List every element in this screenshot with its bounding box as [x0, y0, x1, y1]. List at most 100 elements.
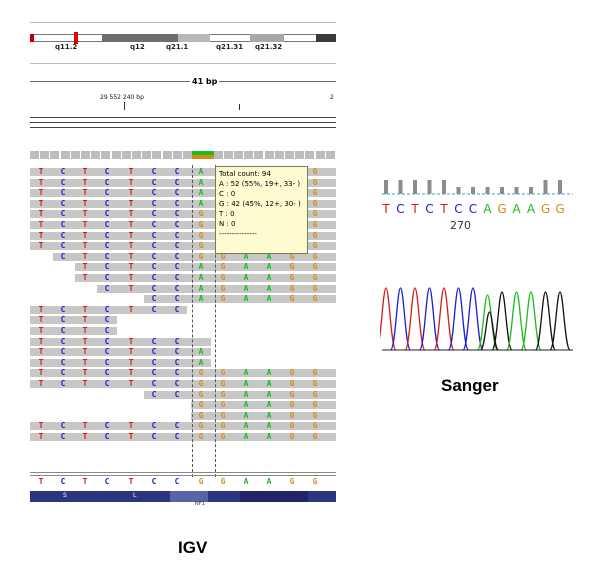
- read[interactable]: [30, 433, 336, 441]
- read-base: C: [60, 357, 66, 367]
- read[interactable]: [30, 305, 187, 314]
- chromatogram-peak: [375, 287, 397, 351]
- read[interactable]: [30, 358, 211, 367]
- read[interactable]: [144, 295, 336, 304]
- read[interactable]: [30, 348, 211, 357]
- reference-base: G: [198, 477, 204, 486]
- read-base: T: [128, 379, 134, 388]
- read[interactable]: [30, 369, 336, 378]
- read[interactable]: [30, 221, 336, 229]
- read-base: A: [243, 294, 249, 304]
- read[interactable]: [30, 337, 211, 346]
- read-base: G: [220, 294, 226, 304]
- quality-bar: [558, 180, 562, 194]
- read-base: C: [104, 198, 110, 208]
- divider: [30, 127, 336, 128]
- read-base: C: [174, 273, 180, 282]
- read-base: G: [312, 432, 318, 441]
- sanger-base: C: [425, 202, 433, 216]
- read-base: T: [82, 209, 88, 219]
- read[interactable]: [30, 422, 336, 431]
- read-base: T: [128, 262, 134, 272]
- ruler-tick: [239, 104, 240, 110]
- read-base: C: [60, 421, 66, 431]
- read[interactable]: [30, 199, 336, 208]
- read[interactable]: [75, 274, 336, 282]
- read-base: C: [151, 283, 157, 293]
- read-base: G: [289, 400, 295, 410]
- read-base: T: [82, 241, 88, 251]
- read[interactable]: [30, 189, 336, 198]
- read-base: T: [82, 421, 88, 431]
- read-base: T: [128, 283, 134, 293]
- read[interactable]: [30, 316, 117, 325]
- read-base: C: [151, 389, 157, 399]
- read[interactable]: [30, 231, 336, 240]
- read[interactable]: [30, 327, 117, 335]
- read-base: T: [128, 304, 134, 314]
- read[interactable]: [75, 263, 336, 272]
- read-base: G: [289, 421, 295, 431]
- read-base: A: [266, 262, 272, 272]
- read-base: G: [312, 368, 318, 378]
- read-base: G: [198, 220, 204, 229]
- read[interactable]: [30, 168, 336, 176]
- read[interactable]: [191, 411, 336, 420]
- read-base: G: [312, 209, 318, 219]
- gene-exon-dark: [240, 491, 308, 502]
- ideogram-band: [316, 34, 336, 42]
- band-label: q12: [130, 43, 145, 51]
- igv-panel: q11.2 q12 q21.1 q21.31 q21.32 41 bp 29 5…: [30, 18, 336, 515]
- read-base: A: [266, 389, 272, 399]
- read[interactable]: [53, 252, 336, 261]
- read-base: G: [289, 251, 295, 261]
- read-base: T: [82, 230, 88, 240]
- read-base: T: [128, 167, 134, 176]
- read-base: C: [60, 336, 66, 346]
- reference-base: T: [128, 477, 134, 486]
- read[interactable]: [30, 380, 336, 388]
- amino-acid: S: [63, 492, 67, 499]
- read[interactable]: [191, 401, 336, 410]
- read-base: G: [198, 400, 204, 410]
- read-base: C: [151, 432, 157, 441]
- read-base: C: [60, 167, 66, 176]
- read[interactable]: [30, 178, 336, 187]
- read-base: T: [82, 177, 88, 187]
- chromatogram-peak: [462, 287, 484, 351]
- read[interactable]: [97, 284, 336, 293]
- read-base: T: [82, 198, 88, 208]
- read-base: G: [220, 432, 226, 441]
- read-base: A: [266, 432, 272, 441]
- read-base: T: [38, 432, 44, 441]
- read-base: T: [38, 230, 44, 240]
- read-base: C: [174, 336, 180, 346]
- quality-bar: [471, 187, 475, 194]
- band-label: q21.32: [255, 43, 283, 51]
- read-base: C: [151, 294, 157, 304]
- tooltip-line: N : 0: [219, 220, 236, 228]
- quality-bar: [384, 180, 388, 194]
- read-base: T: [82, 167, 88, 176]
- read-base: C: [104, 315, 110, 325]
- chromatogram-peak: [491, 291, 513, 351]
- read-base: C: [151, 336, 157, 346]
- read[interactable]: [30, 242, 336, 251]
- read-base: A: [243, 368, 249, 378]
- coverage-bar: [315, 151, 325, 159]
- read-base: T: [38, 167, 44, 176]
- read-base: C: [60, 220, 66, 229]
- alignment-track[interactable]: TCTCTCCAGGTCTCTCCAGGTCTCTCCAGGTCTCTCCAGG…: [30, 168, 336, 473]
- chromatogram-peak: [389, 287, 412, 351]
- read-base: A: [266, 421, 272, 431]
- quality-bar: [514, 187, 519, 194]
- read-base: T: [128, 241, 134, 251]
- chromatogram-peak: [447, 287, 470, 351]
- allele-count-tooltip: Total count: 94 A : 52 (55%, 19+, 33- ) …: [215, 166, 308, 254]
- read[interactable]: [144, 390, 336, 399]
- read-base: C: [151, 251, 157, 261]
- read-base: C: [104, 230, 110, 240]
- read[interactable]: [30, 210, 336, 219]
